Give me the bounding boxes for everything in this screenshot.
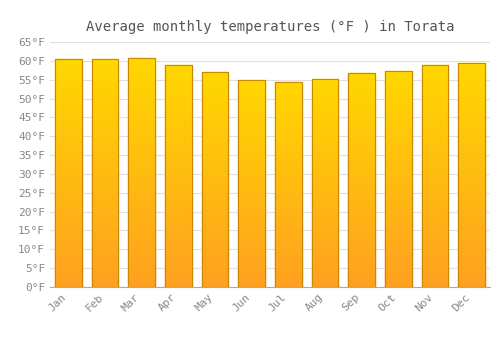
- Title: Average monthly temperatures (°F ) in Torata: Average monthly temperatures (°F ) in To…: [86, 20, 454, 34]
